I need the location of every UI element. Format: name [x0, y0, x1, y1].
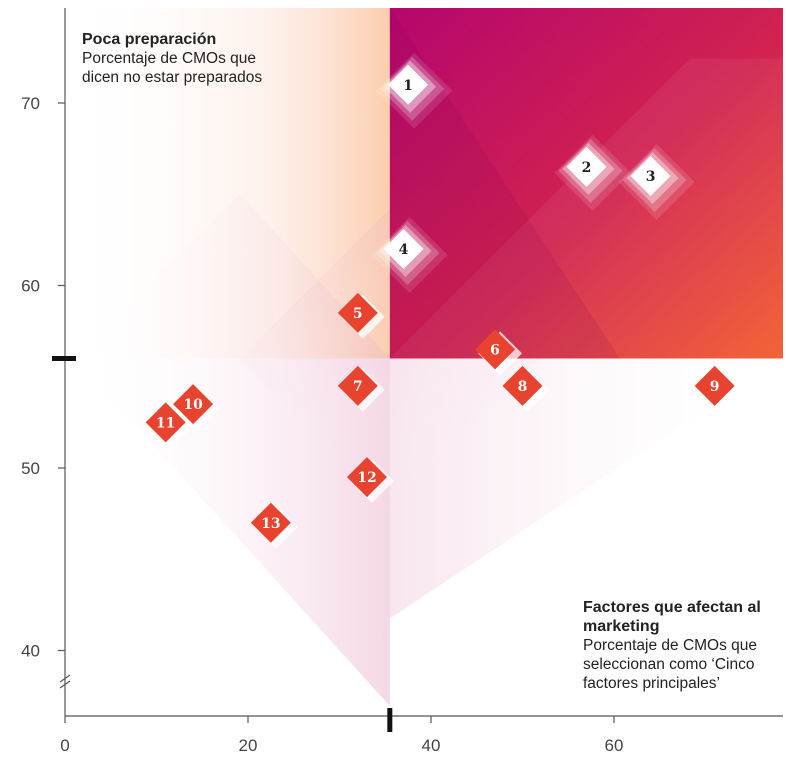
point-marker	[346, 457, 387, 498]
point-label: 1	[403, 78, 413, 94]
axis-break-mark	[59, 680, 71, 689]
annotation-top-left-subtitle: Porcentaje de CMOs que dicen no estar pr…	[82, 50, 263, 86]
point-label: 6	[490, 342, 500, 358]
data-point-13: 13	[250, 502, 298, 549]
fade-bottom-left	[75, 358, 390, 706]
data-point-6: 6	[475, 329, 523, 376]
point-marker	[630, 156, 671, 196]
y-tick-label: 50	[21, 459, 40, 478]
point-marker	[694, 365, 735, 406]
point-label: 13	[261, 516, 280, 532]
point-label: 8	[518, 379, 528, 395]
x-tick-label: 20	[239, 736, 258, 755]
point-marker	[173, 384, 214, 425]
point-marker	[337, 365, 378, 406]
y-tick-label: 60	[21, 277, 40, 296]
axes: 40 50 60 70 0 20 40 60	[21, 8, 783, 755]
y-tick-label: 70	[21, 94, 40, 113]
data-point-10: 10	[173, 384, 221, 431]
y-tick-label: 40	[21, 642, 40, 661]
point-label: 5	[353, 306, 363, 322]
point-marker	[566, 146, 607, 187]
data-point-5: 5	[337, 292, 385, 339]
data-point-12: 12	[346, 457, 394, 504]
data-point-3: 3	[618, 144, 695, 220]
point-label: 11	[156, 415, 175, 431]
y-reference-marker	[52, 356, 76, 361]
data-point-2: 2	[554, 134, 631, 211]
annotation-top-left-title: Poca preparación	[82, 31, 217, 48]
quadrant-top-right-sheen	[389, 58, 783, 359]
point-marker	[388, 64, 429, 105]
fade-bottom-right	[389, 358, 783, 619]
point-label: 10	[183, 397, 203, 413]
x-tick-label: 60	[605, 736, 624, 755]
annotation-top-left: Poca preparación Porcentaje de CMOs que …	[82, 30, 282, 87]
point-marker	[475, 329, 516, 370]
point-marker	[502, 365, 543, 406]
x-reference-marker	[387, 708, 393, 732]
point-marker	[383, 229, 424, 269]
x-tick-label: 40	[422, 736, 441, 755]
axis-break-mark	[59, 674, 71, 683]
data-point-7: 7	[337, 365, 385, 412]
annotation-bottom-right-title: Factores que afectan al marketing	[583, 599, 761, 635]
point-label: 9	[710, 379, 720, 395]
quadrant-backgrounds	[65, 8, 783, 706]
point-marker	[337, 292, 378, 333]
data-point-11: 11	[145, 402, 193, 449]
point-label: 3	[646, 169, 656, 185]
fade-left-triangle	[75, 193, 390, 359]
data-point-4: 4	[371, 217, 448, 293]
data-point-8: 8	[502, 365, 550, 412]
point-label: 12	[357, 470, 376, 486]
point-marker	[145, 402, 186, 443]
data-point-1: 1	[376, 52, 453, 129]
point-marker	[250, 502, 291, 543]
x-tick-label: 0	[60, 736, 69, 755]
point-label: 2	[582, 160, 592, 176]
annotation-bottom-right-subtitle: Porcentaje de CMOs que seleccionan como …	[583, 637, 758, 692]
point-label: 7	[353, 379, 363, 395]
point-label: 4	[399, 242, 409, 258]
data-point-9: 9	[694, 365, 742, 412]
quadrant-top-right-shade	[389, 8, 620, 359]
annotation-bottom-right: Factores que afectan al marketing Porcen…	[583, 598, 783, 693]
